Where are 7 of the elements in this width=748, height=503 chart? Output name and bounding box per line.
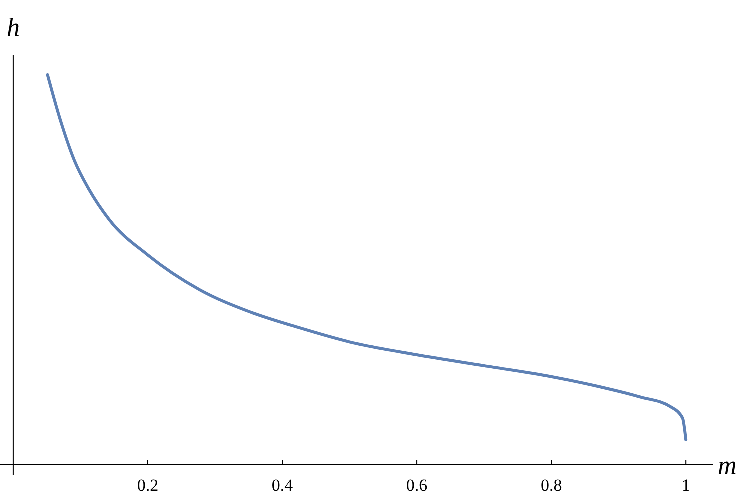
x-axis-title: m — [718, 451, 737, 480]
x-tick-label: 0.6 — [406, 476, 428, 496]
x-tick-label: 0.4 — [272, 476, 294, 496]
x-tick-label: 0.8 — [540, 476, 562, 496]
y-axis-title: h — [7, 13, 20, 42]
x-tick-label: 1 — [682, 476, 690, 496]
x-tick-label: 0.2 — [137, 476, 159, 496]
